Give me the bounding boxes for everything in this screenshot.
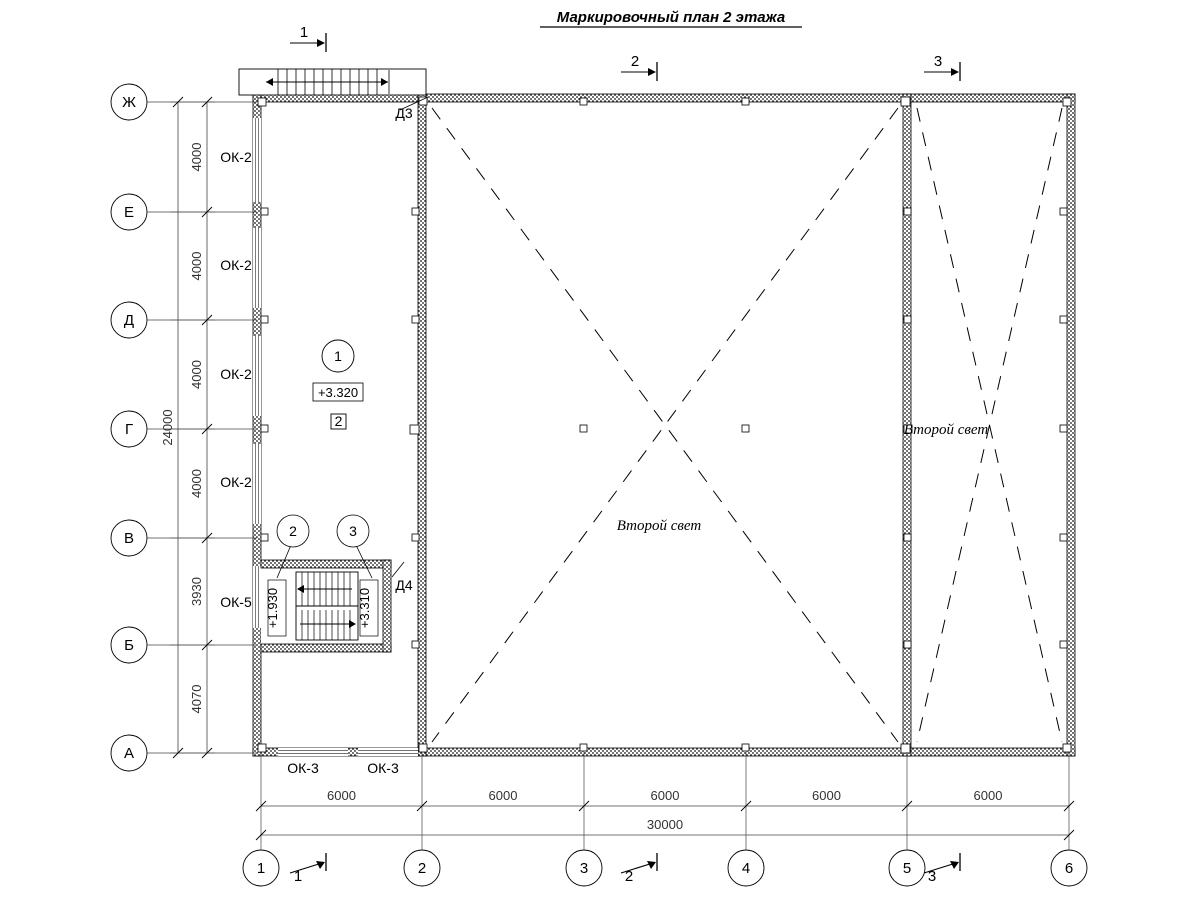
axis-label-В: В: [124, 530, 134, 547]
section-label: 2: [625, 868, 633, 885]
stair-callout-label: 3: [349, 523, 357, 539]
axis-label-2: 2: [418, 860, 426, 877]
dim-total: 30000: [647, 817, 683, 832]
room-number-bubble: [321, 339, 355, 373]
elevation-box: [312, 382, 364, 402]
window-label: ОК-3: [367, 760, 399, 776]
void-cross-center-bay: [431, 107, 899, 743]
section-arrow-head: [647, 861, 656, 869]
dim-value: 4000: [189, 469, 204, 498]
section-label: 3: [928, 868, 936, 885]
finish-marker-label: 2: [335, 413, 343, 429]
axis-label-А: А: [124, 745, 134, 762]
dim-value: 4000: [189, 252, 204, 281]
section-arrow-line: [923, 862, 957, 874]
vertical-axis-group: Ж Е Д Г В Б А: [110, 83, 257, 772]
void-space-label: Второй свет: [904, 422, 989, 438]
door-label: Д4: [395, 577, 412, 593]
window-label: ОК-5: [220, 594, 252, 610]
exterior-stair-top: [238, 68, 427, 96]
stair-callout-label: 2: [289, 523, 297, 539]
stair-elevation-box: [267, 579, 287, 637]
vertical-dimension-chain: 4000 4000 4000 4000 3930 4070 24000: [160, 96, 215, 759]
dim-value: 6000: [812, 788, 841, 803]
dim-value: 6000: [327, 788, 356, 803]
dim-total: 24000: [160, 409, 175, 445]
window-label: ОК-2: [220, 474, 252, 490]
room-marks-group: 1 +3.320 2: [312, 339, 364, 430]
stair-callout-bubble: [336, 514, 370, 548]
door-d3-leader: [399, 96, 429, 111]
section-arrow-head: [317, 39, 325, 47]
window-openings-bottom: [278, 748, 418, 756]
window-label: ОК-2: [220, 366, 252, 382]
void-cross-right-bay: [916, 107, 1063, 743]
horizontal-axis-group: 1 2 3 4 5 6: [242, 752, 1088, 887]
section-arrow-line: [620, 862, 654, 874]
section-label: 2: [631, 53, 639, 70]
section-marks-group: 1 2 3 1 2 3: [289, 24, 961, 885]
section-arrow-head: [316, 861, 325, 869]
finish-marker-box: [330, 413, 347, 430]
stair-elevation-box: [359, 579, 379, 637]
door-label: Д3: [395, 105, 412, 121]
section-arrow-line: [289, 862, 323, 874]
horizontal-dimension-chain: 6000 6000 6000 6000 6000 30000: [255, 788, 1075, 841]
dim-value: 4000: [189, 360, 204, 389]
void-space-label: Второй свет: [617, 518, 702, 534]
section-label: 1: [300, 24, 308, 41]
axis-label-6: 6: [1065, 860, 1073, 877]
window-openings-left: [253, 118, 261, 628]
room-number-label: 1: [334, 348, 342, 364]
axis-label-1: 1: [257, 860, 265, 877]
void-labels-group: Второй свет Второй свет: [617, 422, 989, 534]
axis-label-Д: Д: [124, 312, 134, 329]
window-label: ОК-3: [287, 760, 319, 776]
axis-label-Г: Г: [125, 421, 133, 438]
axis-label-3: 3: [580, 860, 588, 877]
door-labels-group: Д3 Д4: [395, 105, 412, 593]
axis-label-4: 4: [742, 860, 750, 877]
stair-callout-bubble: [276, 514, 310, 548]
axis-label-Б: Б: [124, 637, 134, 654]
axis-label-Е: Е: [124, 204, 134, 221]
section-arrow-head: [648, 68, 656, 76]
section-arrow-head: [950, 861, 959, 869]
stair-elevation-label: +3.310: [357, 588, 372, 628]
axis-label-Ж: Ж: [122, 94, 136, 111]
elevation-label: +3.320: [318, 385, 358, 400]
dim-value: 3930: [189, 577, 204, 606]
dim-value: 6000: [974, 788, 1003, 803]
dim-value: 6000: [489, 788, 518, 803]
window-label: ОК-2: [220, 257, 252, 273]
page-title: Маркировочный план 2 этажа: [557, 9, 785, 26]
dim-value: 4000: [189, 143, 204, 172]
wall-right: [1066, 93, 1076, 757]
window-labels-group: ОК-2 ОК-2 ОК-2 ОК-2 ОК-5 ОК-3 ОК-3: [220, 149, 399, 776]
stair-elevation-group: +1.930 +3.310: [265, 579, 379, 637]
axis-label-5: 5: [903, 860, 911, 877]
dim-value: 6000: [651, 788, 680, 803]
section-arrow-head: [951, 68, 959, 76]
section-label: 1: [294, 868, 302, 885]
section-label: 3: [934, 53, 942, 70]
stair-elevation-label: +1.930: [265, 588, 280, 628]
dim-value: 4070: [189, 685, 204, 714]
window-label: ОК-2: [220, 149, 252, 165]
